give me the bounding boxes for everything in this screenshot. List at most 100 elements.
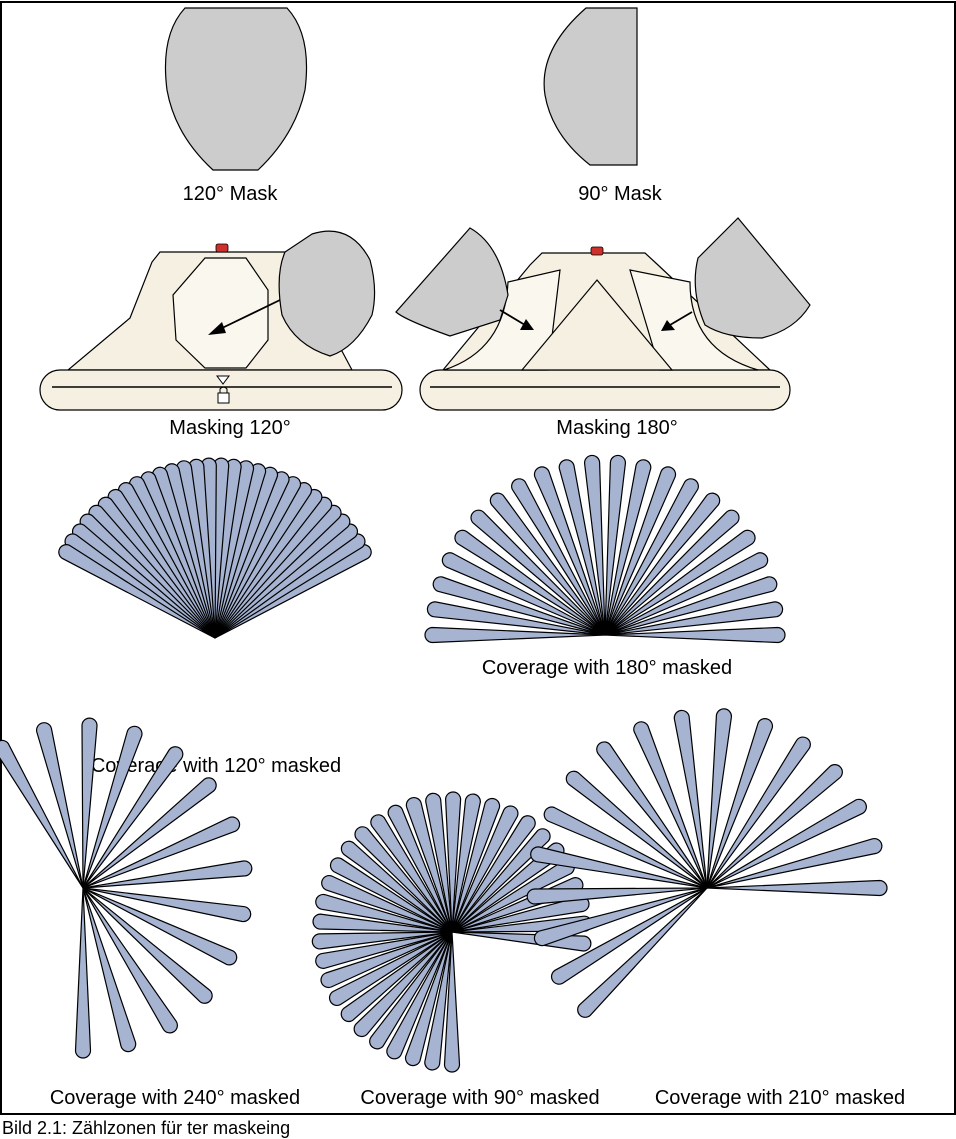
coverage-180-beam xyxy=(604,626,786,644)
masking-120-figure: Masking 120° xyxy=(39,230,403,439)
coverage-90-beam xyxy=(451,815,536,933)
masking-180-label: Masking 180° xyxy=(556,417,677,439)
coverage-90-beam xyxy=(320,931,453,989)
coverage-210-beam xyxy=(543,806,708,889)
coverage-90-beam xyxy=(444,791,462,933)
mask-90-right-overlay xyxy=(694,217,811,339)
coverage-180-beam xyxy=(604,601,784,636)
coverage-180-beam xyxy=(583,454,606,636)
coverage-90-beam xyxy=(404,931,453,1067)
coverage-180-fan xyxy=(424,454,786,644)
coverage-90-beam xyxy=(340,931,453,1023)
coverage-90-beam xyxy=(451,828,551,933)
coverage-90-beam xyxy=(315,893,453,933)
coverage-210-beam xyxy=(706,837,883,889)
coverage-90-beam xyxy=(312,913,453,933)
right-arrow-head xyxy=(661,320,675,331)
coverage-210-beam xyxy=(530,846,708,889)
mask-90-label: 90° Mask xyxy=(578,183,663,205)
coverage-90-beam xyxy=(424,931,453,1071)
coverage-240-beam xyxy=(82,887,238,966)
mask-120-overlay xyxy=(278,230,376,357)
coverage-210-beam xyxy=(706,708,733,889)
coverage-210-beam xyxy=(706,718,774,889)
coverage-180-beam xyxy=(511,478,606,636)
indicator-led xyxy=(215,243,229,253)
coverage-210-beam xyxy=(706,736,811,889)
coverage-120-fan xyxy=(58,457,372,639)
down-triangle-icon xyxy=(216,375,230,385)
coverage-180-beam xyxy=(441,552,606,636)
lock-shackle-icon xyxy=(219,386,228,393)
coverage-90-beam xyxy=(370,814,453,933)
coverage-210-beam xyxy=(596,741,708,889)
coverage-180-beam xyxy=(604,466,677,636)
coverage-120-beam xyxy=(58,544,216,639)
coverage-90-beam xyxy=(405,797,453,933)
mask-120-shape xyxy=(164,7,308,171)
lock-icon xyxy=(217,392,230,404)
coverage-90-beam xyxy=(451,797,501,933)
coverage-240-beam xyxy=(0,739,84,889)
coverage-90-beam xyxy=(340,840,453,933)
coverage-180-beam xyxy=(604,576,778,636)
coverage-210-beam xyxy=(565,770,708,889)
coverage-210-beam xyxy=(550,887,708,985)
coverage-90-beam xyxy=(353,931,453,1038)
coverage-210-beam xyxy=(533,887,708,947)
coverage-90-beam xyxy=(328,931,453,1006)
coverage-180-beam xyxy=(533,466,606,636)
coverage-90-beam xyxy=(451,793,481,933)
device-base xyxy=(419,369,791,411)
insert-arrow-head xyxy=(208,322,226,335)
coverage-240-label: Coverage with 240° masked xyxy=(50,1087,300,1109)
device-base xyxy=(39,369,403,411)
coverage-90-beam xyxy=(425,792,453,933)
coverage-90-beam xyxy=(451,805,519,933)
coverage-240-beam xyxy=(82,725,143,889)
coverage-180-beam xyxy=(604,459,652,636)
coverage-90-fan xyxy=(311,791,593,1073)
coverage-240-beam xyxy=(74,887,92,1059)
coverage-210-beam xyxy=(526,887,708,905)
coverage-90-beam xyxy=(315,931,453,969)
coverage-240-beam xyxy=(82,860,253,889)
mask-90-left-overlay xyxy=(395,227,509,337)
mask-120-figure: 120° Mask xyxy=(164,7,308,205)
coverage-240-fan xyxy=(0,717,253,1059)
coverage-180-beam xyxy=(604,529,756,636)
coverage-180-beam xyxy=(604,454,627,636)
coverage-90-label: Coverage with 90° masked xyxy=(360,1087,599,1109)
coverage-240-beam xyxy=(82,777,217,889)
coverage-240-beam xyxy=(81,717,98,889)
coverage-90-beam xyxy=(311,931,453,950)
coverage-210-beam xyxy=(706,879,888,897)
masking-180-figure: Masking 180° xyxy=(395,217,811,439)
coverage-180-beam xyxy=(604,552,769,636)
coverage-210-beam xyxy=(577,887,708,1018)
coverage-210-fan xyxy=(526,708,888,1018)
coverage-180-beam xyxy=(604,492,721,636)
masking-120-label: Masking 120° xyxy=(169,417,290,439)
coverage-180-beam xyxy=(426,601,606,636)
mask-window xyxy=(172,257,269,369)
coverage-90-beam xyxy=(387,804,453,933)
coverage-180-beam xyxy=(470,509,606,636)
figure-caption: Bild 2.1: Zählzonen für ter maskeing xyxy=(2,1118,290,1138)
coverage-90-beam xyxy=(443,931,461,1073)
mask-90-figure: 90° Mask xyxy=(543,7,663,205)
coverage-180-beam xyxy=(558,459,606,636)
coverage-180-beam xyxy=(454,529,606,636)
insert-arrow-line xyxy=(217,299,281,331)
coverage-240-beam xyxy=(35,722,84,889)
coverage-90-beam xyxy=(354,826,453,933)
right-inner-panel xyxy=(629,269,759,371)
coverage-240-beam xyxy=(82,887,213,1004)
mask-90-shape xyxy=(543,7,638,166)
coverage-180-beam xyxy=(424,626,606,644)
coverage-180-beam xyxy=(604,509,740,636)
left-arrow-head xyxy=(520,319,534,330)
coverage-240-beam xyxy=(82,887,137,1053)
coverage-180-label: Coverage with 180° masked xyxy=(482,657,732,679)
